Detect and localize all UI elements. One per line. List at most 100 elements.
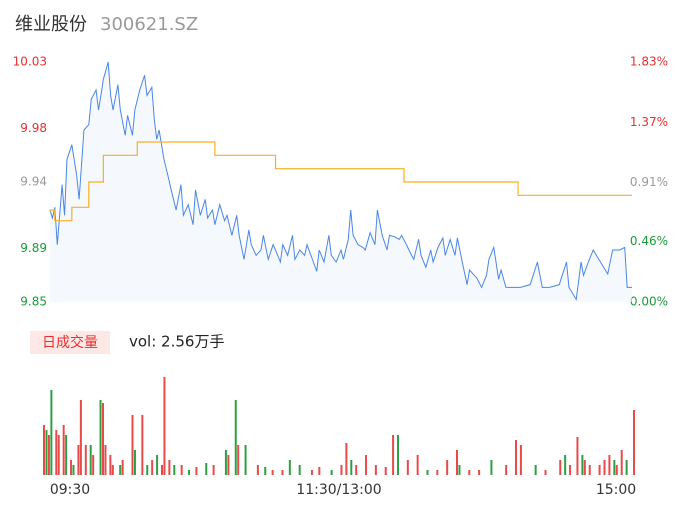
volume-label: 日成交量 xyxy=(42,334,98,351)
volume-bar xyxy=(519,445,522,475)
volume-bar xyxy=(392,435,395,475)
y2-tick-label: 0.00% xyxy=(630,295,668,309)
volume-bar xyxy=(45,430,48,475)
volume-bar xyxy=(288,460,291,475)
volume-bar xyxy=(99,400,102,475)
volume-bar xyxy=(426,470,429,475)
volume-bar xyxy=(180,465,183,475)
volume-bar xyxy=(133,450,136,475)
area-fill xyxy=(50,62,632,302)
volume-bar xyxy=(271,470,274,475)
x-tick-label: 09:30 xyxy=(50,482,90,498)
volume-bar xyxy=(212,465,215,475)
volume-bar xyxy=(576,437,579,475)
volume-bar xyxy=(633,410,635,475)
volume-bar xyxy=(65,435,68,475)
volume-bar xyxy=(515,440,517,475)
volume-bar xyxy=(598,465,601,475)
average-line xyxy=(50,141,632,222)
volume-bar xyxy=(544,470,547,475)
volume-bar xyxy=(256,465,259,475)
volume-bar xyxy=(345,443,348,475)
volume-bar xyxy=(264,467,267,475)
volume-bar xyxy=(205,463,208,475)
stock-code: 300621.SZ xyxy=(100,14,198,35)
y-tick-label: 9.85 xyxy=(20,295,47,309)
volume-bar xyxy=(188,470,191,475)
volume-bar xyxy=(50,390,53,475)
volume-bar xyxy=(109,455,112,475)
y-tick-label: 9.89 xyxy=(20,241,47,255)
volume-bar xyxy=(89,445,92,475)
volume-bar xyxy=(70,460,73,475)
volume-bar xyxy=(163,377,166,475)
volume-bar xyxy=(62,425,65,475)
volume-bar xyxy=(559,460,562,475)
volume-bar xyxy=(355,465,358,475)
volume-bar xyxy=(625,460,628,475)
volume-bar xyxy=(151,460,154,475)
volume-bar xyxy=(43,425,45,475)
volume-bar xyxy=(57,435,60,475)
volume-bar xyxy=(505,465,508,475)
volume-bar xyxy=(620,450,623,475)
volume-bar xyxy=(613,460,616,475)
volume-bar xyxy=(534,465,537,475)
volume-bar xyxy=(350,460,353,475)
stock-name: 维业股份 xyxy=(15,14,87,35)
volume-bar xyxy=(365,455,368,475)
volume-bar xyxy=(458,465,461,475)
volume-bar xyxy=(227,455,230,475)
y2-tick-label: 1.37% xyxy=(630,115,668,129)
volume-bar xyxy=(161,465,163,475)
volume-bar xyxy=(310,470,313,475)
x-tick-label: 15:00 xyxy=(596,482,636,498)
volume-bar xyxy=(168,460,171,475)
volume-annotation: vol: 2.56万手 xyxy=(129,333,224,351)
volume-bar xyxy=(446,460,449,475)
x-tick-label: 11:30/13:00 xyxy=(296,482,381,498)
volume-bar xyxy=(281,470,284,475)
volume-bar xyxy=(478,470,481,475)
volume-bar xyxy=(588,465,591,475)
volume-bar xyxy=(318,467,321,475)
volume-bar xyxy=(374,465,377,475)
volume-bar xyxy=(340,465,343,475)
volume-bar xyxy=(224,450,227,475)
volume-bar xyxy=(603,460,606,475)
volume-bar xyxy=(111,465,114,475)
volume-bar xyxy=(234,400,237,475)
y2-tick-label: 1.83% xyxy=(630,55,668,69)
y2-tick-label: 0.91% xyxy=(630,175,668,189)
volume-bar xyxy=(119,465,122,475)
y-tick-label: 9.98 xyxy=(20,121,47,135)
price-line xyxy=(49,61,632,301)
volume-bar xyxy=(77,445,80,475)
volume-bar xyxy=(569,465,572,475)
volume-badge xyxy=(30,331,110,354)
volume-bar xyxy=(583,460,586,475)
volume-bar xyxy=(564,455,567,475)
volume-bar xyxy=(104,445,107,475)
volume-bar xyxy=(102,403,104,475)
y-tick-label: 9.94 xyxy=(20,175,47,189)
volume-bar xyxy=(490,460,493,475)
volume-bar xyxy=(330,470,333,475)
volume-bar xyxy=(47,435,50,475)
volume-bar xyxy=(416,455,419,475)
y2-tick-label: 0.46% xyxy=(630,234,668,248)
volume-bar xyxy=(84,445,87,475)
volume-bar xyxy=(72,465,75,475)
volume-bar xyxy=(92,455,95,475)
volume-bar xyxy=(156,455,159,475)
volume-bar xyxy=(79,400,82,475)
volume-bar xyxy=(581,455,584,475)
volume-bar xyxy=(397,435,399,475)
volume-bar xyxy=(195,467,198,475)
volume-bar xyxy=(244,445,247,475)
volume-bar xyxy=(468,470,471,475)
volume-bar xyxy=(615,465,618,475)
volume-bar xyxy=(436,470,439,475)
